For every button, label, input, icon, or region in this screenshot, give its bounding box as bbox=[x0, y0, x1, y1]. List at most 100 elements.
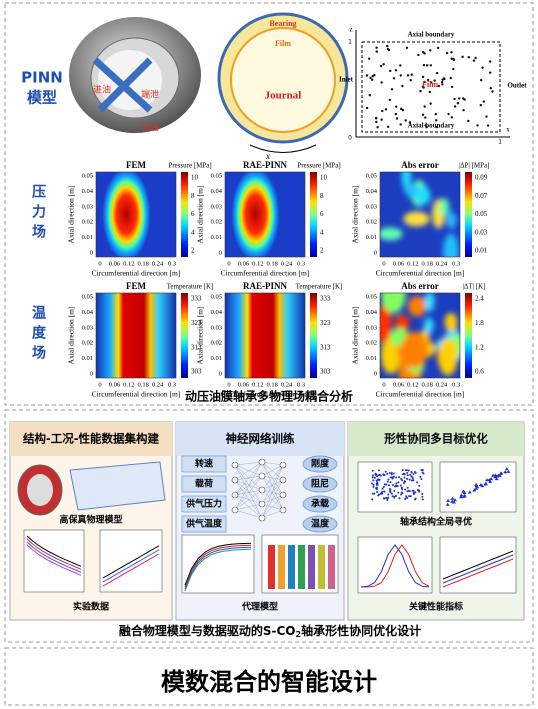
photo-label: 端泄 bbox=[141, 89, 159, 101]
point bbox=[399, 64, 402, 67]
y-tick-label: 0.02 bbox=[82, 340, 93, 347]
mini-point bbox=[398, 497, 401, 500]
mini-line bbox=[102, 545, 160, 579]
mini-point bbox=[387, 493, 390, 496]
point bbox=[409, 79, 412, 82]
mini-bar bbox=[308, 545, 315, 589]
point bbox=[489, 86, 492, 90]
axis-label: 0 bbox=[348, 135, 352, 142]
mini-point bbox=[383, 490, 386, 493]
x-tick-label: 0.24 bbox=[152, 260, 164, 267]
colorbar-tick: 313 bbox=[320, 343, 331, 351]
plot-frame bbox=[379, 171, 461, 258]
panel-title: 神经网络训练 bbox=[226, 432, 295, 446]
colorbar-tick: 0.01 bbox=[475, 247, 488, 255]
mini-line bbox=[26, 541, 82, 573]
point bbox=[376, 126, 379, 129]
point bbox=[404, 119, 407, 122]
colorbar-tick: 10 bbox=[320, 174, 328, 182]
mini-point bbox=[389, 476, 392, 479]
mini-tri bbox=[450, 496, 455, 500]
mini-point bbox=[412, 473, 415, 476]
colorbar bbox=[310, 172, 317, 257]
y-tick-label: 0.01 bbox=[211, 234, 222, 241]
point bbox=[381, 109, 384, 113]
point bbox=[458, 97, 461, 100]
mini-point bbox=[403, 480, 406, 483]
edge bbox=[261, 461, 284, 511]
x-tick-label: 0.24 bbox=[436, 260, 448, 267]
row-label: 温度场 bbox=[30, 305, 46, 365]
mini-point bbox=[413, 471, 416, 474]
y-tick-label: 0.01 bbox=[366, 355, 377, 362]
point bbox=[445, 51, 449, 55]
mini-point bbox=[400, 486, 403, 489]
edge bbox=[234, 475, 263, 481]
neuron bbox=[279, 461, 287, 469]
edge bbox=[261, 464, 284, 505]
mini-point bbox=[404, 498, 407, 501]
x-tick-label: 0.18 bbox=[138, 381, 149, 388]
input-box bbox=[181, 475, 227, 493]
point bbox=[422, 63, 426, 67]
mini-tri bbox=[506, 469, 511, 473]
mini-tri bbox=[459, 493, 464, 497]
colorbar-tick: 8 bbox=[320, 192, 324, 200]
y-tick-label: 0.01 bbox=[82, 355, 93, 362]
plot-frame bbox=[95, 171, 177, 258]
mini-point bbox=[405, 495, 408, 498]
mini-point bbox=[420, 478, 423, 481]
mini-point bbox=[395, 476, 398, 479]
point bbox=[479, 78, 483, 82]
mini-bar bbox=[288, 545, 295, 589]
x-tick-label: 0.3 bbox=[297, 381, 305, 388]
mini-tri bbox=[459, 495, 464, 499]
mini-point bbox=[371, 474, 374, 477]
mini-tri bbox=[490, 473, 495, 477]
x-tick-label: 0.18 bbox=[138, 260, 149, 267]
y-tick-label: 0 bbox=[219, 370, 222, 377]
colorbar-tick: 0.6 bbox=[475, 368, 484, 376]
mini-point bbox=[421, 471, 424, 474]
point bbox=[434, 119, 438, 122]
blob bbox=[423, 317, 434, 334]
mini-point bbox=[371, 482, 374, 485]
mini-bar bbox=[278, 545, 285, 589]
mini-line bbox=[26, 535, 82, 567]
heatmap-field bbox=[225, 172, 305, 257]
panel-title: 结构-工况-性能数据集构建 bbox=[22, 432, 160, 446]
panel-title: Abs error bbox=[401, 281, 439, 291]
mini-point bbox=[409, 495, 412, 498]
mini-frame bbox=[357, 536, 433, 594]
x-tick-label: 0.3 bbox=[297, 260, 305, 267]
mini-point bbox=[377, 478, 380, 481]
sub-label: 实验数据 bbox=[73, 601, 109, 613]
point bbox=[392, 77, 396, 80]
y-tick-label: 0 bbox=[374, 370, 377, 377]
mini-point bbox=[390, 471, 393, 474]
mini-point bbox=[385, 496, 388, 499]
mini-line bbox=[26, 538, 82, 570]
point bbox=[379, 64, 383, 68]
mini-point bbox=[395, 485, 398, 488]
blob bbox=[443, 233, 459, 257]
colorbar-tick: 0.05 bbox=[475, 210, 488, 218]
edge bbox=[261, 503, 284, 511]
panel-title: FEM bbox=[126, 160, 147, 170]
mini-point bbox=[412, 479, 415, 482]
point bbox=[440, 80, 444, 84]
point bbox=[375, 120, 378, 124]
colorbar-tick: 303 bbox=[191, 368, 202, 376]
mini-point bbox=[377, 469, 380, 472]
mini-point bbox=[403, 473, 406, 476]
x-tick-label: 0 bbox=[98, 381, 101, 388]
mini-line bbox=[184, 544, 252, 588]
output-label: 刚度 bbox=[311, 458, 330, 470]
mini-point bbox=[384, 470, 387, 473]
point bbox=[462, 108, 465, 112]
cylinder-bore bbox=[27, 474, 53, 506]
photo-label: 进油 bbox=[93, 84, 111, 96]
mini-point bbox=[388, 472, 391, 475]
x-axis-label: Circumferential direction [m] bbox=[92, 390, 181, 399]
